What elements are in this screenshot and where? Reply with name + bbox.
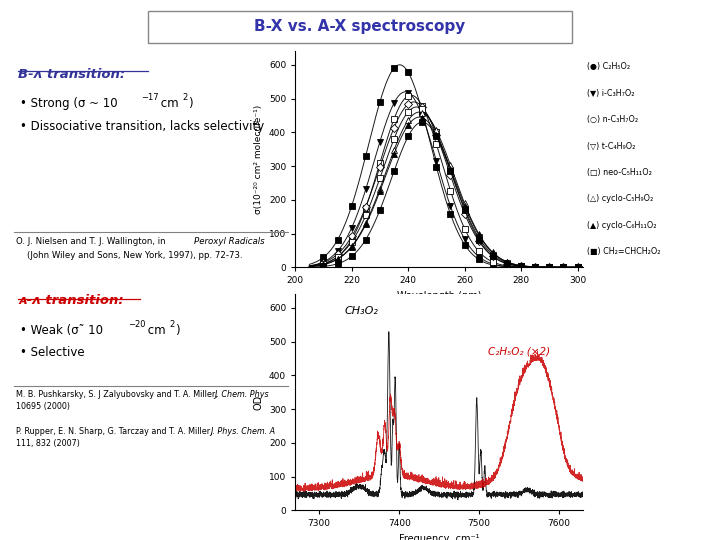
Text: ): ) — [175, 324, 179, 337]
Text: • Weak (σ˜ 10: • Weak (σ˜ 10 — [20, 324, 103, 337]
Text: C₂H₅O₂ (×2): C₂H₅O₂ (×2) — [488, 347, 550, 357]
Text: 2: 2 — [182, 93, 187, 103]
Text: J. Phys. Chem. A: J. Phys. Chem. A — [210, 427, 275, 436]
Text: 10695 (2000): 10695 (2000) — [16, 402, 70, 411]
Text: J. Chem. Phys: J. Chem. Phys — [215, 390, 269, 399]
Text: • Strong (σ ~ 10: • Strong (σ ~ 10 — [20, 97, 118, 110]
Text: cm: cm — [157, 97, 179, 110]
Text: −20: −20 — [128, 320, 145, 329]
Text: (▲) cyclo-C₆H₁₁O₂: (▲) cyclo-C₆H₁₁O₂ — [587, 221, 657, 230]
Text: (■) CH₂=CHCH₂O₂: (■) CH₂=CHCH₂O₂ — [587, 247, 660, 256]
Text: −17: −17 — [141, 93, 158, 103]
X-axis label: Wavelength (nm): Wavelength (nm) — [397, 291, 482, 301]
Y-axis label: OD: OD — [253, 395, 264, 410]
Text: M. B. Pushkarsky, S. J Zalyubovsky and T. A. Miller,: M. B. Pushkarsky, S. J Zalyubovsky and T… — [16, 390, 220, 399]
Text: CH₃O₂: CH₃O₂ — [344, 306, 378, 316]
Text: O. J. Nielsen and T. J. Wallington, in: O. J. Nielsen and T. J. Wallington, in — [16, 237, 168, 246]
Text: ): ) — [188, 97, 192, 110]
Text: cm: cm — [144, 324, 166, 337]
Text: (●) C₂H₅O₂: (●) C₂H₅O₂ — [587, 62, 630, 71]
Text: (John Wiley and Sons, New York, 1997), pp. 72-73.: (John Wiley and Sons, New York, 1997), p… — [16, 251, 243, 260]
Text: B-X vs. A-X spectroscopy: B-X vs. A-X spectroscopy — [254, 18, 466, 33]
Text: B-ᴧ transition:: B-ᴧ transition: — [18, 68, 125, 80]
Text: P. Rupper, E. N. Sharp, G. Tarczay and T. A. Miller,: P. Rupper, E. N. Sharp, G. Tarczay and T… — [16, 427, 215, 436]
Text: (○) n-C₃H₇O₂: (○) n-C₃H₇O₂ — [587, 115, 638, 124]
FancyBboxPatch shape — [148, 11, 572, 43]
X-axis label: Frequency, cm⁻¹: Frequency, cm⁻¹ — [399, 534, 480, 540]
Y-axis label: σ(10⁻²⁰ cm² molecule⁻¹): σ(10⁻²⁰ cm² molecule⁻¹) — [254, 105, 264, 214]
Text: 2: 2 — [169, 320, 174, 329]
Text: • Dissociative transition, lacks selectivity: • Dissociative transition, lacks selecti… — [20, 120, 264, 133]
Text: (△) cyclo-C₅H₉O₂: (△) cyclo-C₅H₉O₂ — [587, 194, 653, 204]
Text: (□) neo-C₅H₁₁O₂: (□) neo-C₅H₁₁O₂ — [587, 168, 652, 177]
Text: • Selective: • Selective — [20, 346, 85, 359]
Text: ᴀ-ᴧ transition:: ᴀ-ᴧ transition: — [18, 294, 124, 307]
Text: Peroxyl Radicals: Peroxyl Radicals — [194, 237, 265, 246]
Text: (▽) t-C₄H₉O₂: (▽) t-C₄H₉O₂ — [587, 141, 635, 151]
Text: 111, 832 (2007): 111, 832 (2007) — [16, 439, 80, 448]
Text: (▼) i-C₃H₇O₂: (▼) i-C₃H₇O₂ — [587, 89, 634, 98]
